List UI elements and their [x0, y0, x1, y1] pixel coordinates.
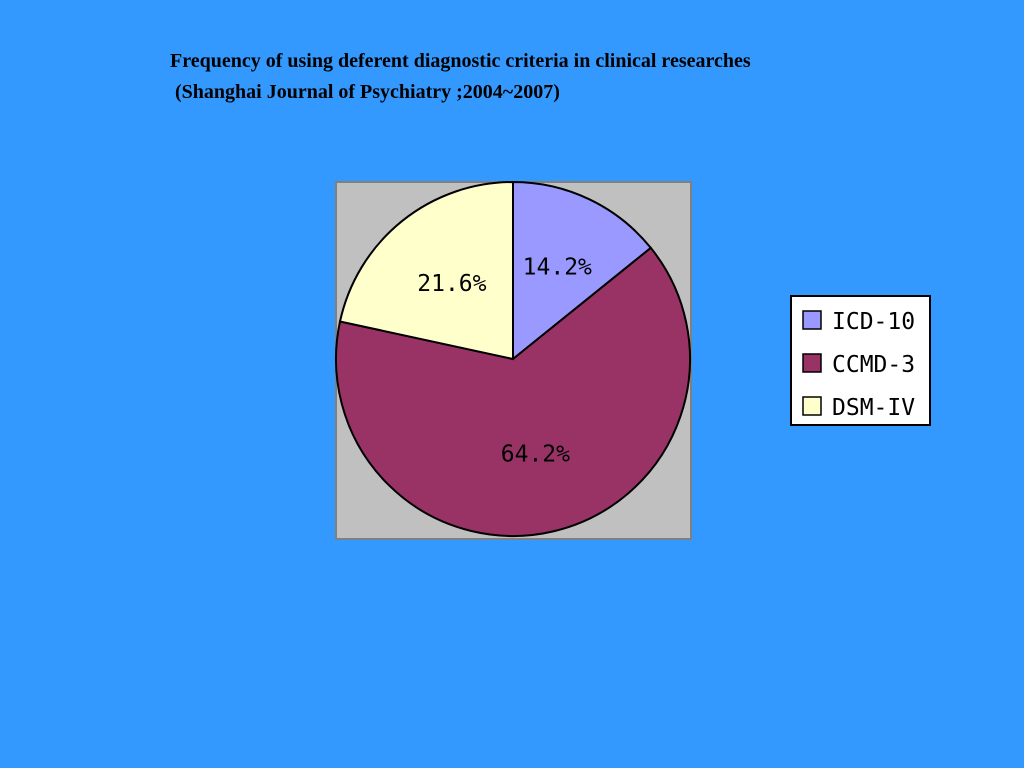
legend-label-ccmd-3: CCMD-3: [832, 352, 915, 378]
legend-label-icd-10: ICD-10: [832, 309, 915, 335]
slice-label-ccmd-3: 64.2%: [501, 442, 570, 468]
chart-title: Frequency of using deferent diagnostic c…: [170, 46, 751, 108]
pie-slice-icd-10: [512, 180, 653, 362]
slice-label-dsm-iv: 21.6%: [417, 271, 486, 297]
pie-slice-dsm-iv: [338, 180, 514, 361]
slice-labels: 14.2% 64.2% 21.6%: [417, 254, 592, 467]
legend-label-dsm-iv: DSM-IV: [832, 395, 915, 421]
pie-slices: [335, 180, 691, 537]
slice-label-icd-10: 14.2%: [523, 254, 592, 280]
legend-swatch-dsm-iv: [802, 396, 822, 416]
chart-title-line: Frequency of using deferent diagnostic c…: [170, 50, 751, 72]
pie-slice-ccmd-3: [335, 246, 691, 537]
legend-swatch-ccmd-3: [802, 353, 822, 373]
chart-subtitle-line: (Shanghai Journal of Psychiatry ;2004~20…: [170, 81, 560, 103]
legend-swatch-icd-10: [802, 310, 822, 330]
legend: ICD-10 CCMD-3 DSM-IV: [790, 295, 931, 426]
